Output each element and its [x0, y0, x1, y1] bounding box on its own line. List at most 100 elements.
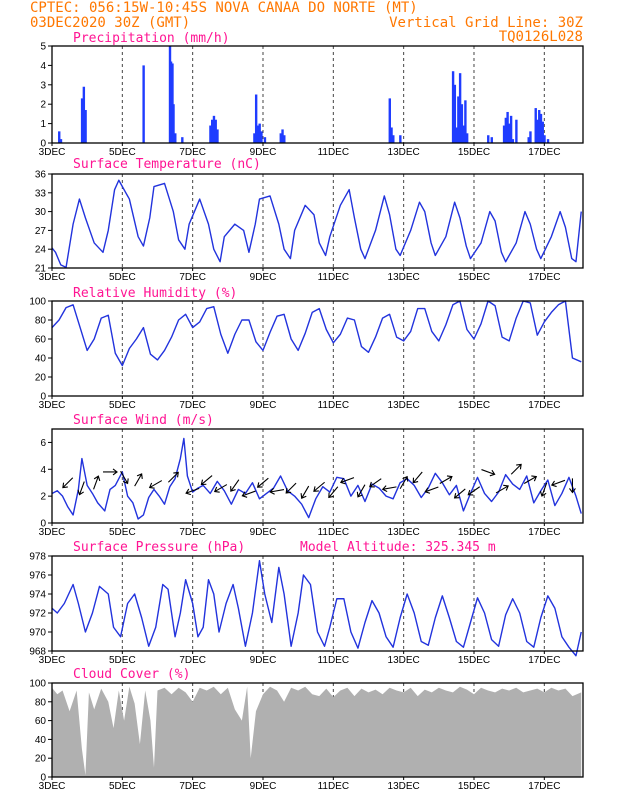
cloud-cover-panel: Cloud Cover (%) 0 20 40 60 80 100 3DEC 5DEC 7DEC… — [29, 667, 584, 792]
humidity-x-tick-label: 17DEC — [528, 400, 560, 411]
wind-vector-arrow — [439, 475, 453, 485]
precipitation-bar — [451, 71, 455, 143]
wind-series-line — [51, 437, 582, 520]
precipitation-bar — [529, 131, 532, 143]
precipitation-bar — [283, 135, 286, 143]
wind-vector-arrow — [313, 481, 325, 492]
wind-vector-arrow — [300, 485, 310, 499]
header-station: CPTEC: 056:15W-10:45S NOVA CANAA DO NORT… — [30, 0, 418, 16]
precipitation-bar — [536, 119, 539, 143]
precipitation-bar — [464, 100, 467, 143]
precipitation-x-tick-label: 15DEC — [458, 147, 490, 158]
wind-vector-arrow — [381, 485, 397, 493]
precipitation-frame — [51, 45, 584, 144]
humidity-x-tick-label: 13DEC — [388, 400, 420, 411]
precipitation-bar — [502, 125, 506, 143]
humidity-x-tick-label: 7DEC — [179, 400, 206, 411]
precipitation-bar — [281, 129, 284, 143]
cloud-cover-x-tick-label: 3DEC — [39, 781, 66, 792]
precipitation-bar — [253, 133, 256, 143]
wind-vector-arrow — [285, 482, 297, 494]
header-model-id: TQ0126L028 — [499, 29, 583, 45]
precipitation-bar — [59, 139, 63, 143]
cloud-cover-y-tick-label: 40 — [35, 735, 47, 746]
pressure-x-tick-label: 3DEC — [39, 655, 66, 666]
precipitation-bar — [487, 135, 490, 143]
precipitation-bar — [212, 115, 216, 143]
wind-vector-arrow — [230, 479, 240, 492]
cloud-cover-x-tick-label: 15DEC — [458, 781, 490, 792]
precipitation-bar — [80, 98, 84, 143]
precipitation-bar — [174, 133, 177, 143]
wind-vector-arrow — [412, 471, 423, 484]
precipitation-x-tick-label: 9DEC — [250, 147, 277, 158]
precipitation-bar — [214, 119, 217, 143]
humidity-title: Relative Humidity (%) — [73, 286, 237, 301]
precipitation-bar — [181, 137, 184, 143]
cloud-cover-y-tick-label: 0 — [40, 773, 46, 784]
wind-x-tick-label: 17DEC — [528, 527, 560, 538]
wind-x-tick-label: 11DEC — [318, 527, 350, 538]
precipitation-bar — [534, 108, 537, 143]
pressure-y-tick-label: 976 — [29, 571, 46, 582]
wind-vector-arrow — [200, 475, 213, 486]
humidity-y-tick-label: 100 — [29, 297, 46, 308]
precipitation-y-tick-label: 4 — [40, 61, 46, 72]
precipitation-x-tick-label: 5DEC — [109, 147, 136, 158]
precipitation-bar — [254, 94, 258, 143]
precipitation-bar — [260, 131, 263, 143]
wind-y-tick-label: 2 — [40, 492, 46, 503]
precipitation-bar — [142, 65, 145, 143]
temperature-frame — [51, 173, 584, 269]
precipitation-bar — [279, 133, 282, 143]
wind-vector-arrow — [134, 473, 143, 487]
pressure-y-tick-label: 978 — [29, 552, 46, 563]
precipitation-bar — [460, 104, 464, 143]
precipitation-bar — [490, 137, 493, 143]
precipitation-x-tick-label: 13DEC — [388, 147, 420, 158]
wind-x-tick-label: 3DEC — [39, 527, 66, 538]
wind-vector-arrow — [62, 477, 74, 489]
pressure-x-tick-label: 9DEC — [250, 655, 277, 666]
temperature-x-tick-label: 5DEC — [109, 272, 136, 283]
temperature-y-tick-label: 30 — [35, 207, 47, 218]
wind-vector-arrow — [148, 480, 163, 489]
wind-vector-arrow — [510, 463, 522, 475]
precipitation-x-tick-label: 7DEC — [179, 147, 206, 158]
wind-vector-arrow — [495, 484, 509, 494]
cloud-cover-x-tick-label: 5DEC — [109, 781, 136, 792]
pressure-x-tick-label: 11DEC — [318, 655, 350, 666]
temperature-y-tick-label: 27 — [35, 226, 47, 237]
precipitation-bar — [390, 127, 393, 143]
temperature-series-line — [51, 179, 582, 269]
temperature-x-tick-label: 3DEC — [39, 272, 66, 283]
wind-vector-arrow — [569, 478, 576, 494]
precipitation-bar — [256, 125, 260, 143]
precipitation-y-tick-label: 3 — [40, 80, 46, 91]
precipitation-title: Precipitation (mm/h) — [73, 31, 230, 46]
wind-x-tick-label: 5DEC — [109, 527, 136, 538]
precipitation-panel: Precipitation (mm/h) 0 1 2 3 4 5 3DEC 5DEC 7DEC 9… — [39, 31, 584, 158]
cloud-cover-title: Cloud Cover (%) — [73, 667, 190, 682]
precipitation-bar — [543, 135, 546, 143]
precipitation-bar — [258, 123, 261, 143]
cloud-cover-x-tick-label: 9DEC — [250, 781, 277, 792]
precipitation-x-tick-label: 17DEC — [528, 147, 560, 158]
precipitation-bar — [539, 113, 543, 143]
header-run-time: 03DEC2020 30Z (GMT) — [30, 15, 190, 31]
precipitation-bar — [399, 135, 402, 143]
pressure-x-tick-label: 13DEC — [388, 655, 420, 666]
humidity-x-tick-label: 11DEC — [318, 400, 350, 411]
wind-vector-arrow — [167, 471, 179, 483]
wind-vector-arrow — [213, 484, 228, 493]
wind-vector-arrow — [93, 475, 101, 490]
precipitation-bar — [263, 137, 267, 143]
precipitation-bar — [392, 135, 395, 143]
wind-vector-arrow — [356, 484, 366, 498]
wind-vector-arrow — [103, 468, 118, 476]
precipitation-bar — [216, 129, 219, 143]
wind-vector-arrow — [328, 486, 339, 499]
temperature-x-tick-label: 7DEC — [179, 272, 206, 283]
humidity-y-tick-label: 20 — [35, 373, 47, 384]
pressure-series-line — [51, 560, 582, 657]
